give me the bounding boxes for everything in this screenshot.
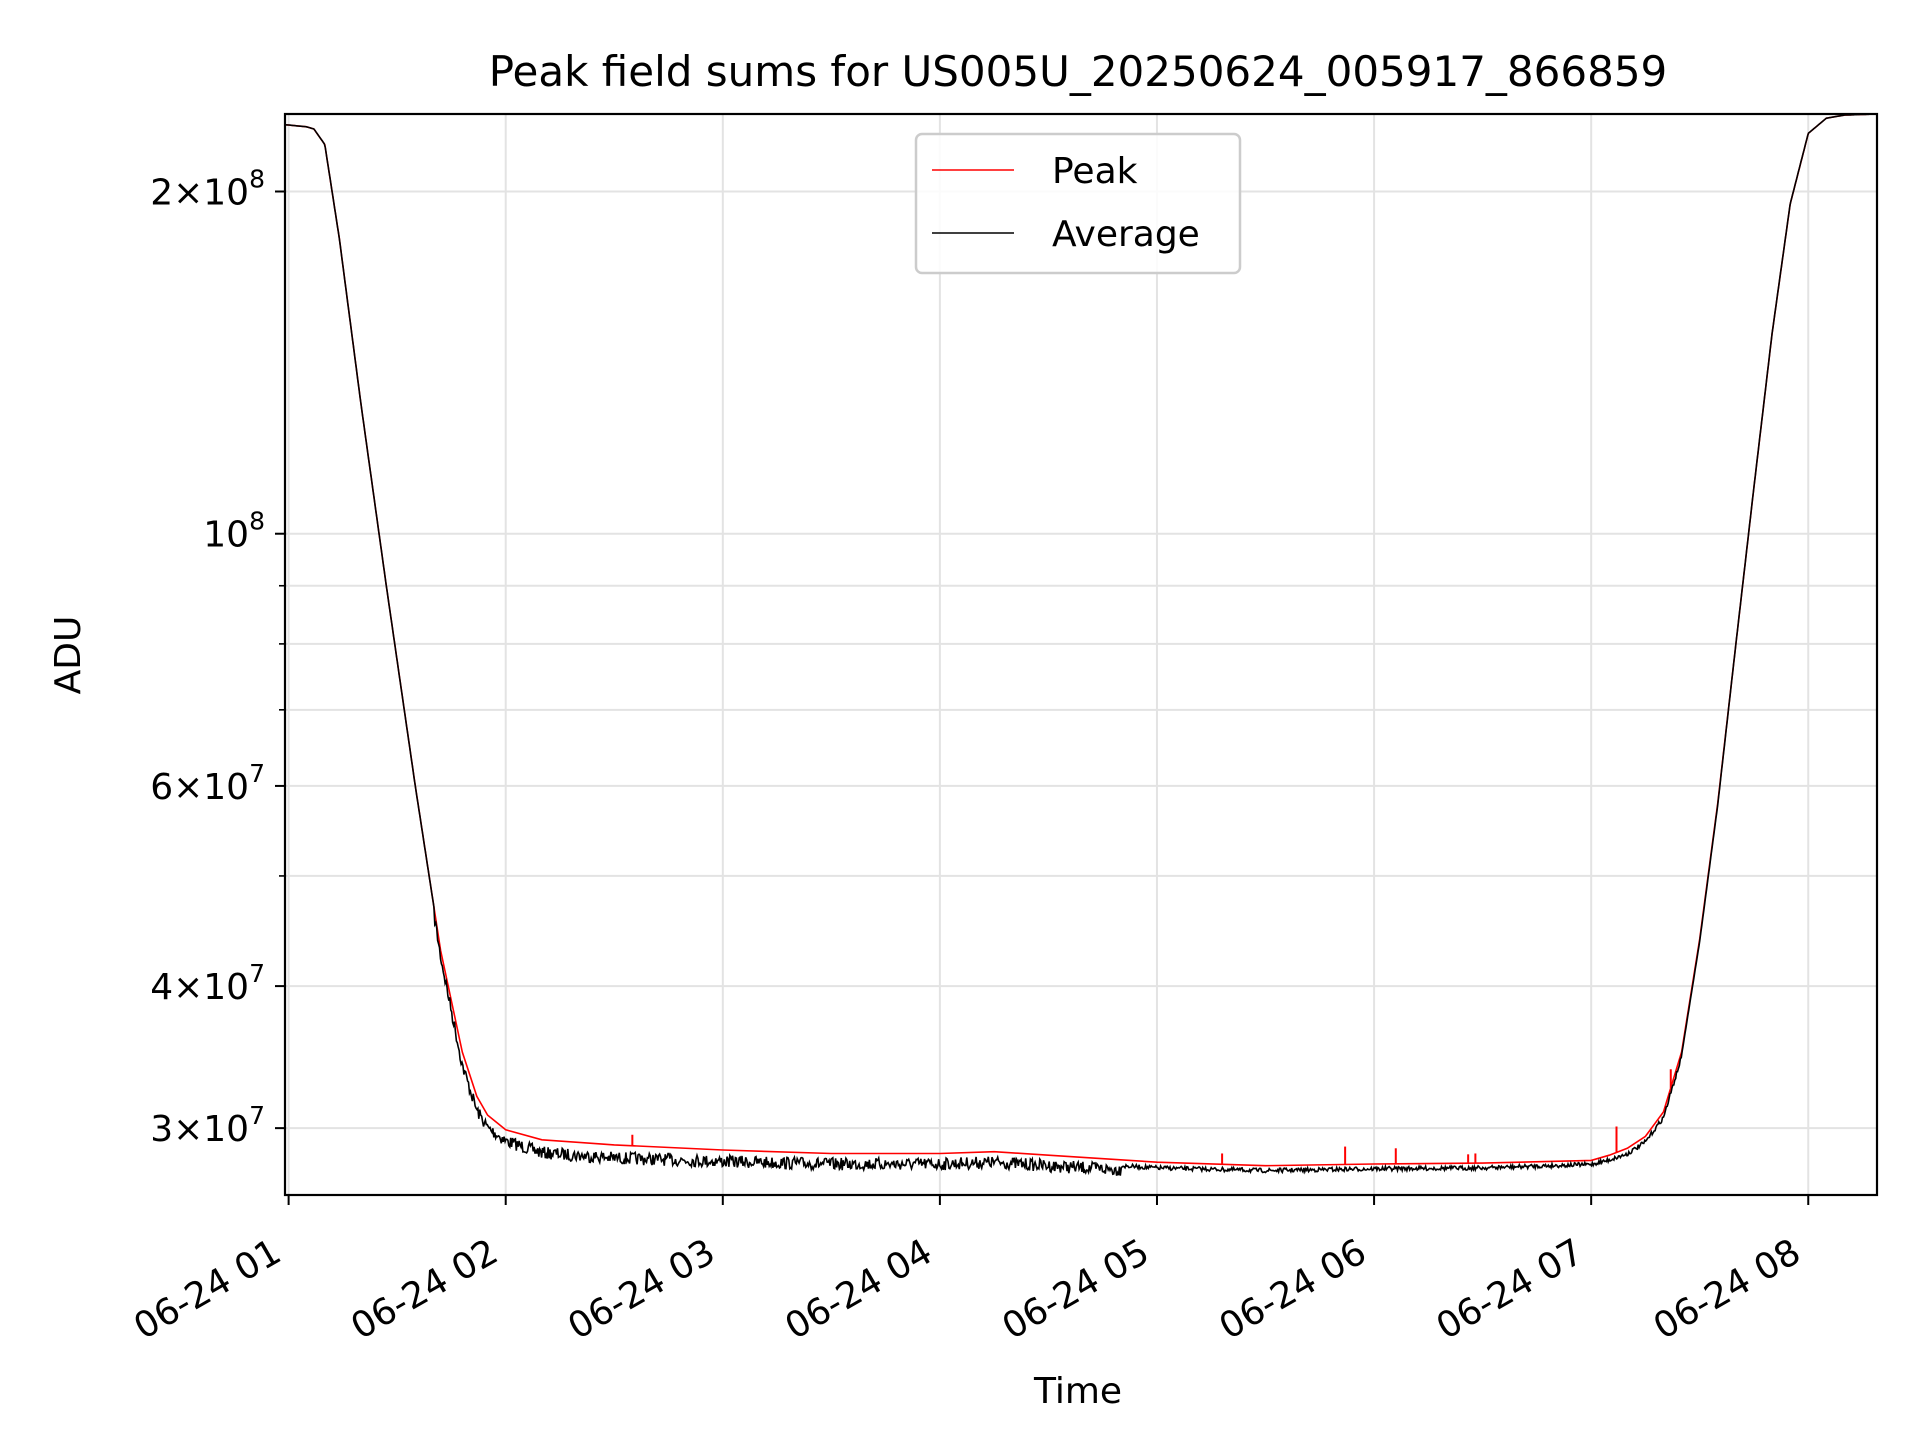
chart-title: Peak field sums for US005U_20250624_0059… (489, 47, 1668, 96)
y-tick-label: 4×107 (150, 959, 265, 1008)
y-axis-label: ADU (48, 616, 89, 695)
grid (285, 114, 1877, 1195)
legend-box (914, 132, 1242, 275)
x-axis-label: Time (1033, 1371, 1122, 1412)
y-tick-label: 3×107 (150, 1101, 265, 1150)
y-tick-label: 108 (203, 507, 265, 556)
y-tick-label: 6×107 (150, 759, 265, 808)
legend: Peak Average (914, 132, 1242, 275)
axes-frame (283, 112, 1879, 1197)
series-line-average (285, 114, 1877, 1176)
legend-average-label: Average (1052, 214, 1200, 255)
y-tick-label: 2×108 (150, 165, 265, 214)
plot-area (285, 114, 1877, 1176)
legend-peak-label: Peak (1052, 151, 1138, 192)
